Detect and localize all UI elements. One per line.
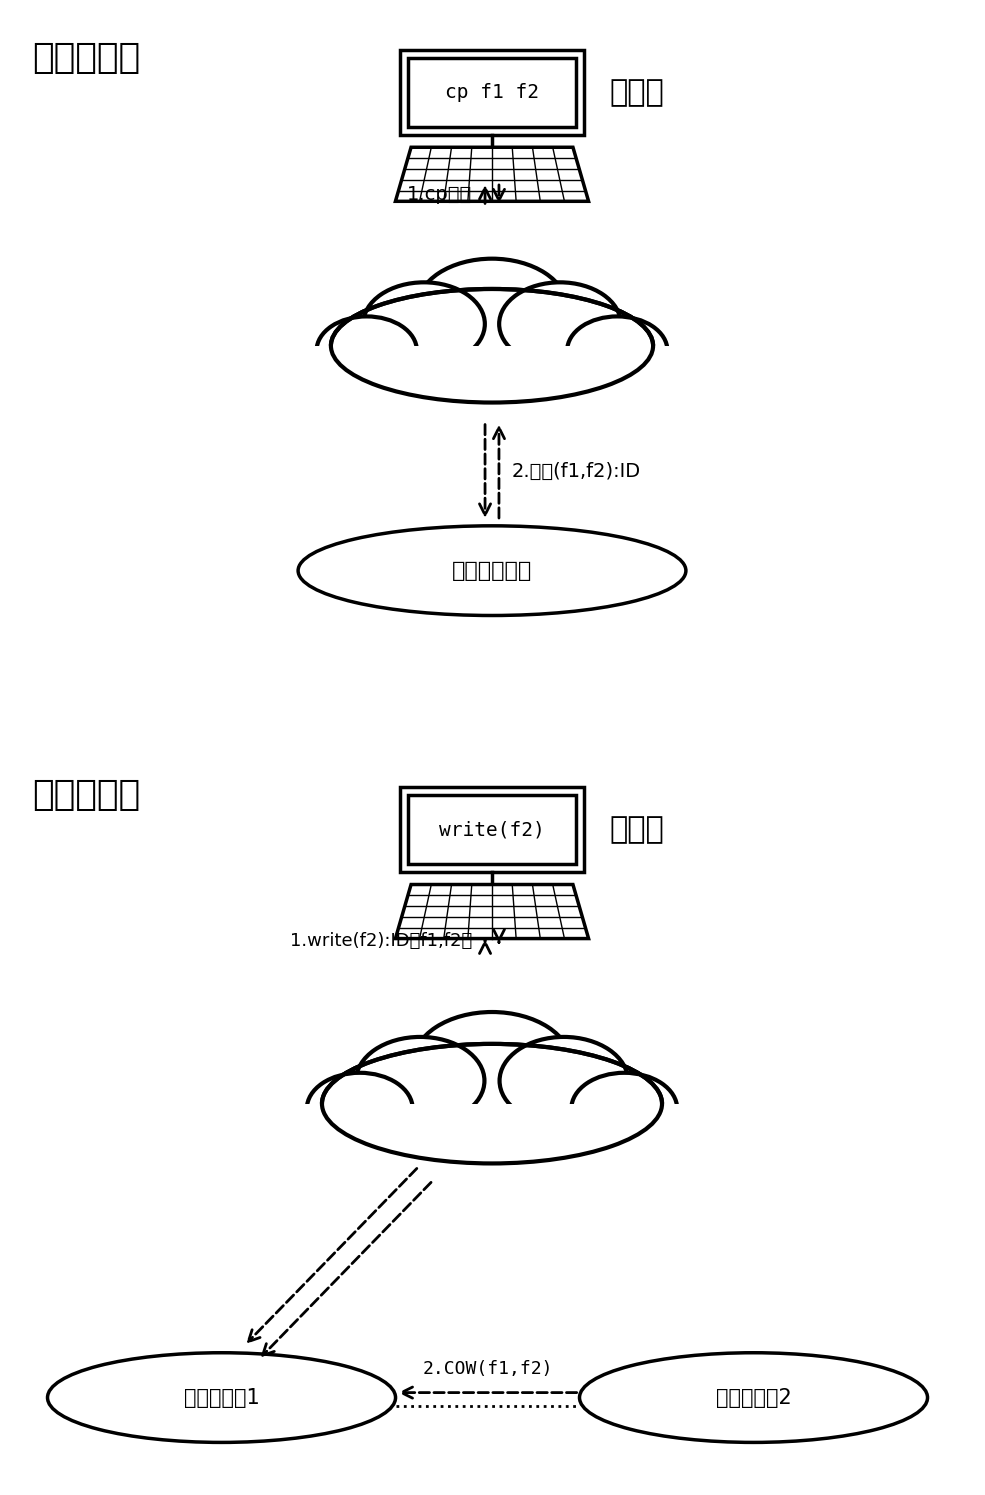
Polygon shape (395, 885, 589, 939)
Bar (408, 58, 576, 127)
Ellipse shape (363, 283, 485, 366)
Ellipse shape (499, 283, 621, 366)
Ellipse shape (413, 1012, 571, 1115)
Text: 数据服务端2: 数据服务端2 (716, 1387, 791, 1408)
Text: 1.cp请求: 1.cp请求 (407, 185, 472, 203)
Ellipse shape (331, 289, 653, 402)
Text: cp f1 f2: cp f1 f2 (445, 82, 539, 102)
Bar (408, 795, 576, 864)
Ellipse shape (47, 1353, 396, 1443)
Text: 客户端: 客户端 (610, 78, 664, 108)
Text: 拷贝流程：: 拷贝流程： (33, 777, 141, 812)
Text: write(f2): write(f2) (439, 821, 545, 839)
Text: 1.write(f2):ID（f1,f2）: 1.write(f2):ID（f1,f2） (290, 933, 472, 951)
Ellipse shape (316, 317, 417, 384)
Ellipse shape (307, 1073, 413, 1145)
Bar (313, 345, 671, 441)
Ellipse shape (567, 317, 668, 384)
Bar (303, 1103, 681, 1203)
Bar (400, 49, 584, 135)
Ellipse shape (499, 1038, 628, 1124)
Bar (400, 788, 584, 872)
Polygon shape (395, 148, 589, 202)
Ellipse shape (417, 259, 567, 357)
Text: 关联流程：: 关联流程： (33, 40, 141, 75)
Text: 数据服务端1: 数据服务端1 (183, 1387, 259, 1408)
Text: 客户端: 客户端 (610, 815, 664, 845)
Text: 2.关联(f1,f2):ID: 2.关联(f1,f2):ID (512, 462, 641, 481)
Ellipse shape (571, 1073, 677, 1145)
Ellipse shape (298, 526, 686, 616)
Text: 2.COW(f1,f2): 2.COW(f1,f2) (423, 1359, 553, 1378)
Ellipse shape (579, 1353, 928, 1443)
Ellipse shape (322, 1044, 662, 1163)
Text: 元数据服务端: 元数据服务端 (452, 561, 532, 580)
Ellipse shape (356, 1038, 485, 1124)
